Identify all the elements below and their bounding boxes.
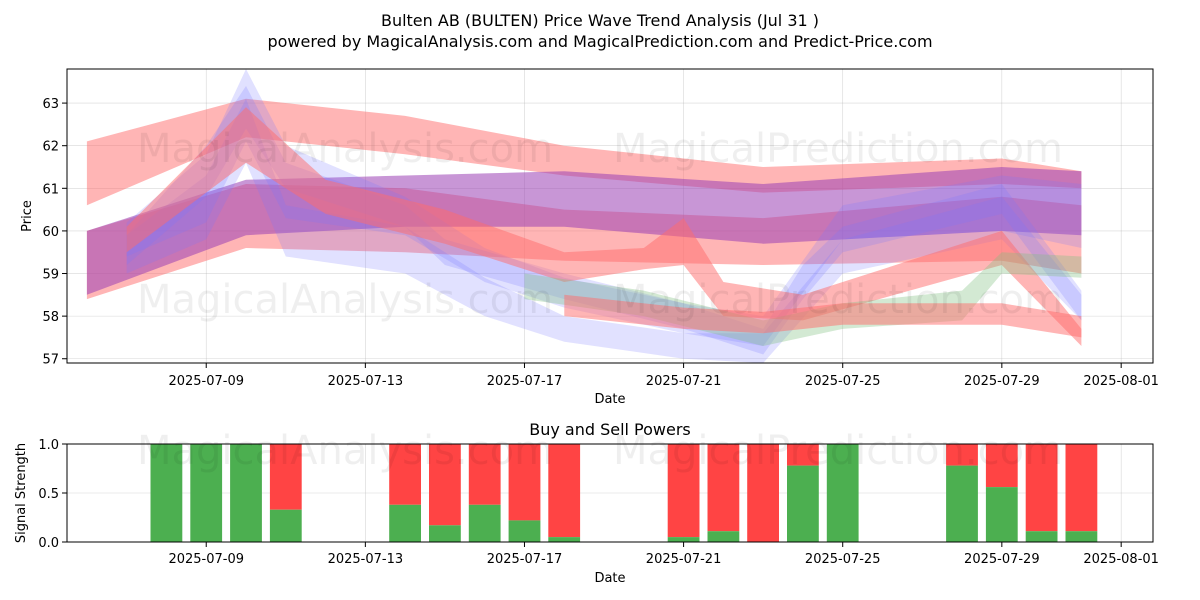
signal-x-tick-label: 2025-08-01 [1083, 552, 1159, 567]
buy-bar [468, 504, 501, 542]
buy-bar [269, 509, 302, 542]
signal-x-tick-label: 2025-07-17 [487, 552, 563, 567]
price-x-tick-label: 2025-07-17 [487, 374, 563, 389]
price-x-tick-label: 2025-08-01 [1083, 374, 1159, 389]
watermark-analysis-mid: MagicalAnalysis.com [137, 277, 553, 323]
price-plot-frame [66, 68, 1154, 364]
buy-bar [826, 444, 859, 542]
buy-bar [429, 525, 461, 542]
price-y-tick-label: 57 [42, 353, 59, 368]
buy-bar [985, 487, 1018, 542]
buy-bar [190, 444, 223, 542]
price-x-axis-label: Date [594, 392, 625, 407]
price-y-tick-label: 58 [42, 310, 59, 325]
band-pink-low-wave [564, 294, 1082, 338]
buy-bar [150, 444, 183, 542]
buy-bar [508, 520, 541, 542]
signal-y-tick-label: 1.0 [38, 438, 59, 453]
price-x-ticks: 2025-07-09 2025-07-13 2025-07-17 2025-07-21… [168, 363, 1159, 389]
signal-x-axis-label: Date [594, 571, 625, 586]
sell-bar [707, 444, 740, 532]
signal-x-tick-label: 2025-07-25 [805, 552, 881, 567]
signal-chart-title: Buy and Sell Powers [529, 420, 691, 439]
signal-y-ticks: 0.0 0.5 1.0 [38, 438, 67, 551]
signal-panel: Buy and Sell Powers MagicalAnalysis.com … [14, 420, 1159, 586]
buy-bar [707, 531, 740, 542]
watermark-prediction-bottom: MagicalPrediction.com [613, 428, 1063, 474]
sell-bar [985, 444, 1018, 488]
band-blue-wave-3 [126, 98, 1082, 364]
price-y-axis-label: Price [20, 200, 35, 232]
price-panel: MagicalAnalysis.com MagicalPrediction.co… [20, 68, 1159, 407]
price-y-tick-label: 60 [42, 225, 59, 240]
price-bands [86, 69, 1082, 364]
signal-x-tick-label: 2025-07-29 [964, 552, 1040, 567]
price-y-tick-label: 63 [42, 97, 59, 112]
sell-bar [946, 444, 978, 466]
buy-bar [946, 465, 978, 542]
band-red-wave [126, 107, 1082, 346]
signal-bars [150, 444, 1098, 542]
price-x-tick-label: 2025-07-25 [805, 374, 881, 389]
chart-title: Bulten AB (BULTEN) Price Wave Trend Anal… [381, 11, 819, 30]
price-x-tick-label: 2025-07-29 [964, 374, 1040, 389]
price-y-tick-label: 61 [42, 182, 59, 197]
sell-bar [1025, 444, 1058, 532]
sell-bar [508, 444, 541, 521]
price-y-tick-label: 62 [42, 140, 59, 155]
sell-bar [389, 444, 421, 505]
buy-bar [1065, 531, 1098, 542]
sell-bar [269, 444, 302, 510]
signal-y-tick-label: 0.0 [38, 536, 59, 551]
signal-watermarks: MagicalAnalysis.com MagicalPrediction.co… [137, 428, 1063, 474]
watermark-prediction-mid: MagicalPrediction.com [613, 277, 1063, 323]
buy-bar [389, 504, 421, 542]
sell-bar [429, 444, 461, 526]
signal-y-tick-label: 0.5 [38, 487, 59, 502]
watermark-analysis-bottom: MagicalAnalysis.com [137, 428, 553, 474]
buy-bar [667, 537, 700, 542]
signal-x-tick-label: 2025-07-09 [168, 552, 244, 567]
chart-subtitle: powered by MagicalAnalysis.com and Magic… [267, 32, 932, 51]
sell-bar [1065, 444, 1098, 532]
price-x-tick-label: 2025-07-13 [328, 374, 404, 389]
price-y-ticks: 57 58 59 60 61 62 63 [42, 97, 67, 368]
watermark-analysis-top: MagicalAnalysis.com [137, 126, 553, 172]
buy-bar [230, 444, 262, 542]
signal-x-ticks: 2025-07-09 2025-07-13 2025-07-17 2025-07-21… [168, 542, 1159, 567]
price-y-tick-label: 59 [42, 268, 59, 283]
sell-bar [747, 444, 779, 542]
buy-bar [548, 537, 581, 542]
buy-bar [1025, 531, 1058, 542]
sell-bar [787, 444, 819, 466]
watermark-prediction-top: MagicalPrediction.com [613, 126, 1063, 172]
sell-bar [667, 444, 700, 538]
price-watermarks: MagicalAnalysis.com MagicalPrediction.co… [137, 126, 1063, 323]
buy-bar [787, 465, 819, 542]
price-x-tick-label: 2025-07-21 [646, 374, 722, 389]
price-x-tick-label: 2025-07-09 [168, 374, 244, 389]
sell-bar [548, 444, 581, 538]
sell-bar [468, 444, 501, 505]
band-red-band-upper [86, 98, 1082, 206]
signal-x-tick-label: 2025-07-13 [328, 552, 404, 567]
signal-x-tick-label: 2025-07-21 [646, 552, 722, 567]
signal-y-axis-label: Signal Strength [14, 443, 29, 543]
